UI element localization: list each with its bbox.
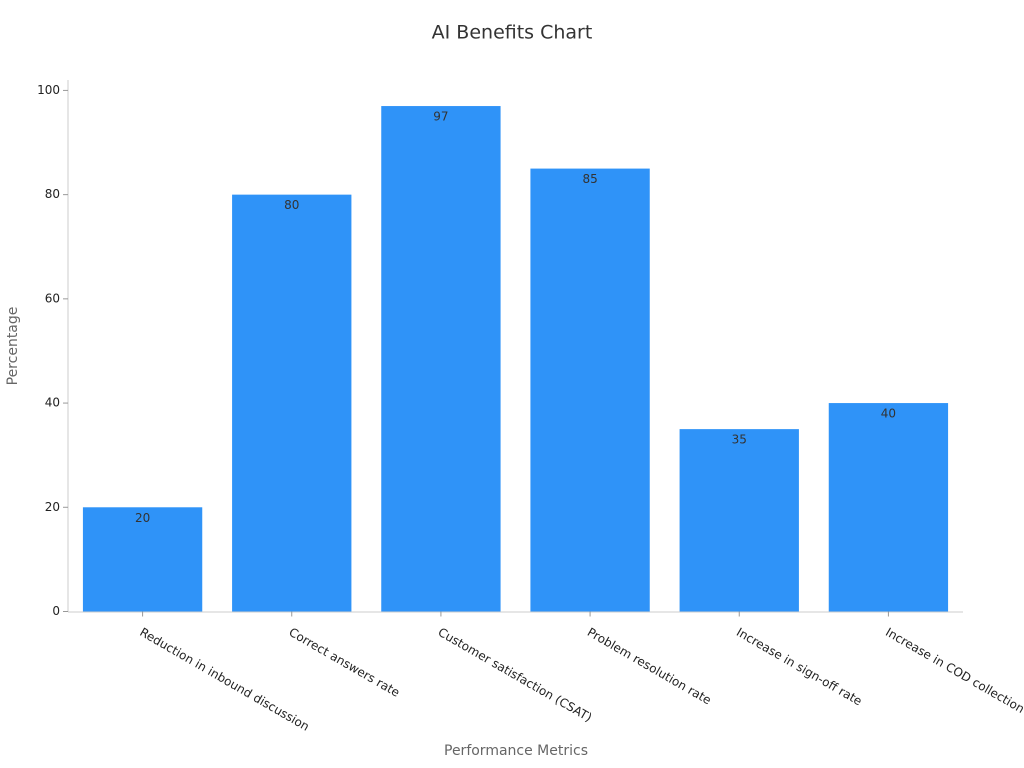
y-tick-label: 0 — [52, 604, 60, 618]
x-tick-label: Customer satisfaction (CSAT) — [436, 625, 595, 725]
y-axis-title: Percentage — [5, 307, 21, 386]
y-tick-label: 20 — [45, 500, 60, 514]
x-tick-label: Reduction in inbound discussion — [137, 625, 311, 734]
x-tick-label: Increase in sign-off rate — [734, 625, 864, 708]
data-label: 97 — [433, 110, 448, 124]
data-label: 40 — [881, 407, 896, 421]
bar — [381, 106, 501, 612]
data-label: 85 — [582, 172, 597, 186]
x-axis-title: Performance Metrics — [444, 743, 588, 759]
bar — [679, 429, 799, 612]
y-tick-label: 40 — [45, 396, 60, 410]
data-label: 35 — [732, 433, 747, 447]
x-tick-label: Correct answers rate — [287, 625, 403, 700]
chart-title: AI Benefits Chart — [432, 22, 593, 44]
bar — [828, 403, 949, 612]
bar — [530, 168, 650, 612]
data-label: 20 — [135, 511, 150, 525]
data-label: 80 — [284, 198, 299, 212]
x-tick-label: Problem resolution rate — [585, 625, 714, 707]
bar — [82, 507, 203, 612]
x-tick-label: Increase in COD collection rate — [883, 625, 1024, 730]
y-tick-label: 80 — [45, 187, 60, 201]
bar — [232, 194, 352, 612]
y-tick-label: 60 — [45, 291, 60, 305]
y-tick-label: 100 — [37, 83, 60, 97]
